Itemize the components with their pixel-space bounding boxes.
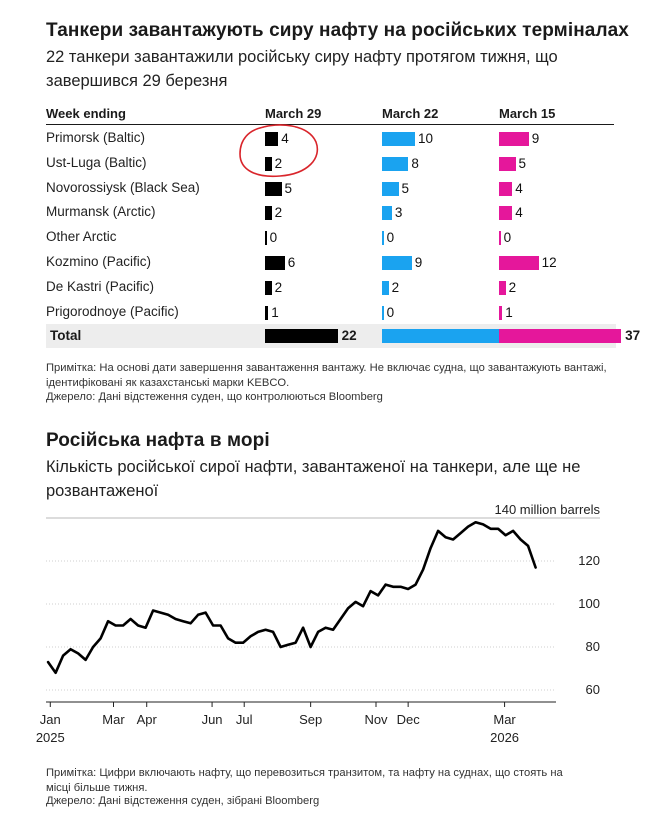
x-tick-label: Jul (236, 712, 253, 727)
table-value: 2 (274, 155, 283, 171)
table-value: 2 (274, 205, 283, 221)
series-line (46, 521, 537, 675)
table-bar (499, 256, 539, 270)
table-value: 0 (386, 230, 395, 246)
row-header-label: Week ending (46, 106, 126, 121)
table-bar (265, 305, 269, 320)
total-bar (265, 329, 338, 343)
table-bar (382, 181, 399, 196)
line-title: Російська нафта в морі (46, 430, 270, 451)
total-label: Total (50, 328, 82, 343)
year-label: 2026 (490, 730, 519, 745)
table-value: 10 (418, 131, 434, 146)
table-bar (382, 305, 384, 320)
x-tick-label: Jun (202, 712, 223, 727)
table-bar (382, 156, 409, 171)
table-value: 4 (515, 205, 523, 221)
table-value: 1 (505, 304, 513, 320)
x-tick-label: Mar (102, 712, 125, 727)
table-value: 5 (518, 155, 527, 171)
table-bar (265, 132, 279, 146)
table-value: 9 (414, 255, 423, 270)
table-bar (499, 305, 503, 320)
table-note: Примітка: На основі дати завершення зава… (46, 362, 607, 389)
table-bar (265, 231, 267, 246)
x-tick-label: Apr (137, 712, 158, 727)
row-label: Murmansk (Arctic) (46, 204, 156, 220)
table-bar (265, 256, 285, 270)
table-bar (382, 280, 389, 295)
column-header-march22: March 22 (382, 106, 439, 121)
table-value: 9 (531, 131, 540, 146)
table-value: 4 (515, 180, 523, 196)
table-value: 2 (508, 279, 517, 295)
table-bar (265, 206, 272, 221)
row-label: Kozmino (Pacific) (46, 254, 152, 269)
table-bar (265, 181, 282, 196)
header-rule (46, 124, 614, 125)
table-value: 0 (269, 230, 278, 246)
table-bar (499, 181, 513, 196)
row-label: Prigorodnoye (Pacific) (46, 303, 179, 319)
table-value: 0 (503, 230, 512, 246)
line-note: Примітка: Цифри включають нафту, що пере… (46, 767, 563, 794)
line-source: Джерело: Дані відстеження суден, зібрані… (46, 795, 320, 807)
table-bar (499, 231, 501, 246)
table-value: 4 (281, 131, 289, 146)
row-label: Novorossiysk (Black Sea) (46, 179, 200, 195)
row-label: De Kastri (Pacific) (46, 278, 155, 294)
x-tick-label: Mar (493, 712, 516, 727)
table-bar (382, 256, 412, 270)
x-tick-label: Dec (397, 712, 421, 727)
total-value: 37 (625, 328, 641, 343)
table-value: 12 (541, 255, 557, 270)
table-title: Танкери завантажують сиру нафту на росій… (46, 20, 629, 41)
table-value: 6 (287, 255, 296, 270)
table-value: 0 (386, 304, 395, 320)
x-tick-label: Nov (364, 712, 388, 727)
table-bar (499, 132, 529, 146)
row-label: Other Arctic (46, 229, 117, 245)
x-tick-label: Sep (299, 712, 322, 727)
table-value: 8 (411, 155, 419, 171)
row-label: Ust-Luga (Baltic) (46, 154, 147, 170)
table-bar (382, 231, 384, 246)
table-value: 5 (284, 180, 293, 196)
table-bar (265, 156, 272, 171)
x-tick-label: Jan (40, 712, 61, 727)
y-tick-label: 60 (586, 682, 600, 697)
table-bar (499, 206, 513, 221)
line-subtitle: Кількість російської сирої нафти, завант… (46, 458, 581, 500)
column-header-march15: March 15 (499, 106, 556, 121)
table-value: 2 (274, 279, 283, 295)
annotation-circle (239, 124, 319, 178)
total-value: 22 (341, 328, 357, 343)
line-chart: 60 80 100 120 140 million barrels Jan Mar Apr Ju… (36, 502, 601, 745)
table-value: 3 (394, 205, 403, 221)
y-tick-label: 140 million barrels (495, 502, 601, 517)
table-bar (382, 206, 392, 221)
y-tick-label: 100 (578, 596, 600, 611)
total-bar (499, 329, 622, 343)
table-bar (499, 280, 506, 295)
row-label: Primorsk (Baltic) (46, 130, 146, 145)
table-bar (499, 156, 516, 171)
table-subtitle: 22 танкери завантажили російську сиру на… (46, 48, 558, 90)
table-value: 1 (271, 304, 279, 320)
table-value: 5 (401, 180, 410, 196)
table-bar (382, 132, 415, 146)
table-source: Джерело: Дані відстеження суден, що конт… (46, 391, 383, 403)
y-tick-label: 120 (578, 553, 600, 568)
table-value: 2 (391, 279, 400, 295)
y-tick-label: 80 (586, 639, 600, 654)
table-bar (265, 280, 272, 295)
column-header-march29: March 29 (265, 106, 322, 121)
total-bar (382, 329, 505, 343)
year-label: 2025 (36, 730, 65, 745)
